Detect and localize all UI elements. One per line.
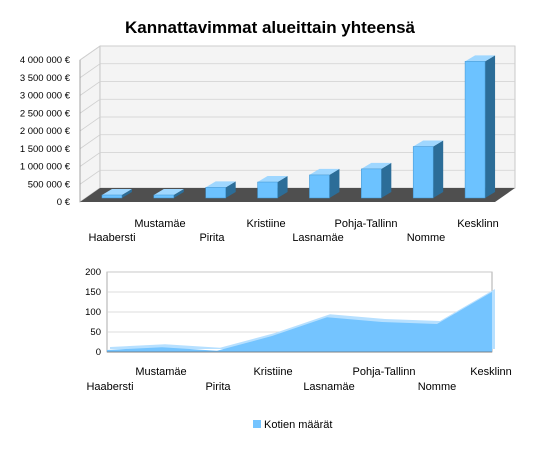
- bar-top: [413, 140, 444, 147]
- bar-side: [485, 55, 496, 199]
- bar-haabersti: [101, 189, 132, 199]
- x-tick-label: Mustamäe: [135, 366, 186, 378]
- gridline: [79, 134, 515, 150]
- floor: [80, 188, 515, 202]
- bar-front: [309, 174, 330, 199]
- bar-front: [412, 146, 434, 199]
- bar-front: [205, 187, 226, 199]
- bar-side: [173, 189, 184, 198]
- y-tick-label: 2 000 000 €: [20, 126, 71, 137]
- bar-pirita: [205, 181, 236, 199]
- gridline: [79, 152, 515, 167]
- gridline: [79, 98, 515, 114]
- y-tick-label: 2 500 000 €: [20, 108, 71, 119]
- y-tick-label: 500 000 €: [28, 179, 71, 190]
- bar-side: [121, 189, 132, 198]
- bar-front: [257, 181, 278, 199]
- x-tick-label: Pirita: [199, 232, 225, 244]
- bar-top: [153, 189, 184, 195]
- x-tick-label: Kesklinn: [470, 366, 512, 378]
- legend: Kotien määrät: [253, 419, 332, 431]
- x-tick-label: Mustamäe: [134, 218, 185, 230]
- bar-kesklinn: [464, 55, 496, 199]
- bar-kristiine: [257, 176, 288, 199]
- y-tick-label: 1 500 000 €: [20, 144, 71, 155]
- bar-lasnamäe: [309, 168, 340, 199]
- x-tick-label: Lasnamäe: [292, 232, 343, 244]
- gridline: [79, 63, 515, 79]
- bar-pohja-tallinn: [361, 162, 392, 199]
- y-tick-label: 200: [85, 267, 101, 278]
- legend-swatch: [253, 420, 261, 428]
- x-tick-label: Pohja-Tallinn: [335, 218, 398, 230]
- bar-front: [464, 61, 486, 199]
- y-tick-label: 50: [90, 327, 101, 338]
- bar-front: [361, 168, 382, 199]
- y-tick-label: 1 000 000 €: [20, 162, 71, 173]
- x-tick-label: Nomme: [407, 232, 446, 244]
- bar-side: [433, 140, 444, 198]
- x-tick-label: Lasnamäe: [303, 381, 354, 393]
- y-tick-label: 3 000 000 €: [20, 91, 71, 102]
- bar-front: [153, 194, 175, 199]
- y-tick-label: 0: [96, 347, 101, 358]
- bar-chart: Kannattavimmat alueittain yhteensä 0 € 50…: [20, 18, 516, 244]
- bar-side: [225, 181, 236, 198]
- bar-side: [277, 176, 288, 198]
- gridline: [79, 81, 515, 96]
- bar-nomme: [412, 140, 444, 199]
- legend-label: Kotien määrät: [264, 419, 332, 431]
- bar-mustamäe: [153, 189, 184, 199]
- gridline: [79, 116, 515, 132]
- x-tick-label: Haabersti: [86, 381, 133, 393]
- y-tick-label: 4 000 000 €: [20, 55, 71, 66]
- bar-top: [465, 55, 496, 62]
- gridline: [79, 45, 515, 61]
- x-tick-label: Nomme: [418, 381, 457, 393]
- y-tick-label: 3 500 000 €: [20, 73, 71, 84]
- bar-side: [329, 168, 340, 198]
- y-tick-label: 150: [85, 287, 101, 298]
- bar-top: [257, 176, 288, 183]
- x-tick-label: Pirita: [205, 381, 231, 393]
- y-tick-label: 0 €: [57, 197, 71, 208]
- bar-top: [101, 189, 132, 195]
- x-tick-label: Haabersti: [88, 232, 135, 244]
- x-tick-label: Pohja-Tallinn: [353, 366, 416, 378]
- bar-front: [101, 194, 123, 199]
- chart-title: Kannattavimmat alueittain yhteensä: [125, 18, 416, 37]
- bar-side: [381, 162, 392, 198]
- x-tick-label: Kristiine: [253, 366, 292, 378]
- x-tick-label: Kesklinn: [457, 218, 499, 230]
- bar-top: [205, 181, 236, 188]
- x-tick-label: Kristiine: [246, 218, 285, 230]
- bar-top: [361, 162, 392, 169]
- area-series-kotien-maarat: [107, 292, 492, 352]
- y-tick-label: 100: [85, 307, 101, 318]
- bar-top: [309, 168, 340, 175]
